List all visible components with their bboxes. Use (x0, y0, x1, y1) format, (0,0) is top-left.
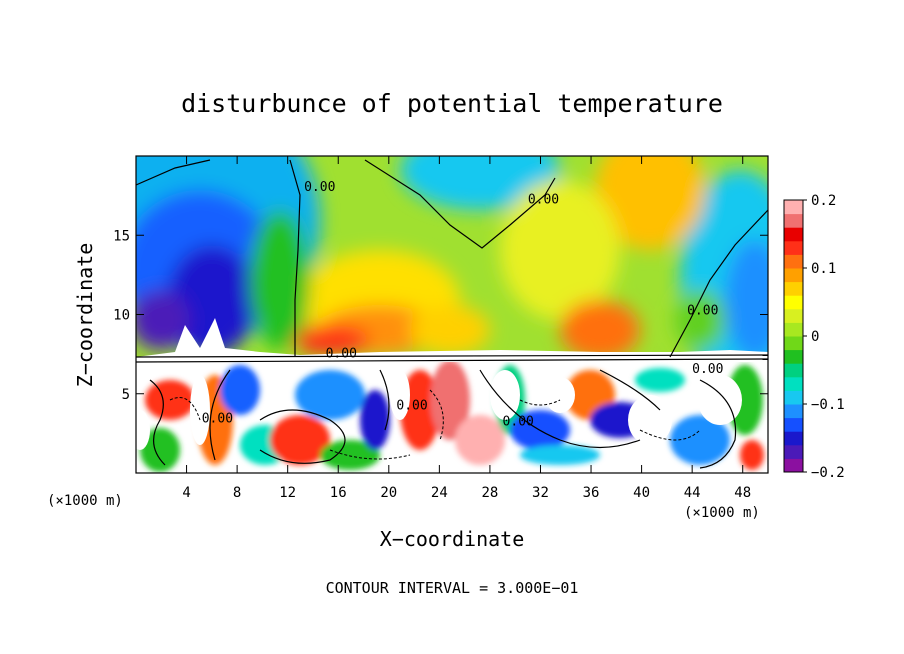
colorbar-segment (784, 376, 803, 391)
colorbar-segment (784, 431, 803, 446)
colorbar-tick-label: 0.1 (811, 261, 836, 277)
colorbar-segment (784, 322, 803, 337)
colorbar-segment (784, 281, 803, 296)
colorbar-segment (784, 390, 803, 405)
colorbar-segment (784, 200, 803, 215)
y-axis-label: Z−coordinate (73, 243, 97, 388)
x-tick-label: 24 (431, 485, 448, 501)
colorbar-ticks: 0.2 0.1 0 −0.1 −0.2 (803, 193, 845, 481)
contour-label: 0.00 (692, 362, 723, 377)
x-tick-label: 48 (734, 485, 751, 501)
x-axis-ticks: 4 8 12 16 20 24 28 32 36 40 44 48 (182, 156, 751, 501)
plot-area (136, 156, 768, 473)
colorbar (784, 200, 803, 473)
colorbar-segment (784, 268, 803, 283)
x-tick-label: 12 (279, 485, 296, 501)
contour-label: 0.00 (202, 411, 233, 426)
colorbar-segment (784, 240, 803, 255)
contour-labels: 0.00 0.00 0.00 0.00 0.00 0.00 0.00 0.00 (202, 180, 724, 430)
contour-label: 0.00 (687, 304, 718, 319)
y-tick-label: 5 (122, 387, 130, 403)
x-tick-label: 32 (532, 485, 549, 501)
y-tick-label: 15 (113, 228, 130, 244)
x-tick-label: 16 (330, 485, 347, 501)
colorbar-segment (784, 227, 803, 242)
colorbar-segment (784, 213, 803, 228)
colorbar-segment (784, 336, 803, 351)
x-tick-label: 36 (583, 485, 600, 501)
x-axis-label: X−coordinate (380, 527, 525, 551)
contour-label: 0.00 (304, 180, 335, 195)
colorbar-segment (784, 444, 803, 459)
colorbar-segment (784, 404, 803, 419)
contour-label: 0.00 (528, 193, 559, 208)
colorbar-tick-label: −0.1 (811, 397, 845, 413)
y-axis-ticks: 5 10 15 (113, 228, 768, 403)
colorbar-segment (784, 363, 803, 378)
colorbar-tick-label: 0.2 (811, 193, 836, 209)
x-tick-label: 40 (633, 485, 650, 501)
x-tick-label: 44 (684, 485, 701, 501)
colorbar-segment (784, 295, 803, 310)
contour-label: 0.00 (503, 414, 534, 429)
x-tick-label: 8 (233, 485, 241, 501)
colorbar-tick-label: −0.2 (811, 465, 845, 481)
x-unit-left: (×1000 m) (47, 493, 123, 509)
chart-title: disturbunce of potential temperature (181, 89, 723, 118)
colorbar-segment (784, 417, 803, 432)
colorbar-segment (784, 458, 803, 473)
x-tick-label: 4 (182, 485, 190, 501)
colorbar-segment (784, 254, 803, 269)
x-tick-label: 28 (481, 485, 498, 501)
colorbar-segment (784, 308, 803, 323)
contour-label: 0.00 (326, 346, 357, 361)
y-tick-label: 10 (113, 308, 130, 324)
x-tick-label: 20 (380, 485, 397, 501)
colorbar-tick-label: 0 (811, 329, 819, 345)
contour-label: 0.00 (396, 399, 427, 414)
colorbar-segment (784, 349, 803, 364)
x-unit-right: (×1000 m) (684, 505, 760, 521)
contour-interval-footer: CONTOUR INTERVAL = 3.000E−01 (326, 579, 579, 597)
